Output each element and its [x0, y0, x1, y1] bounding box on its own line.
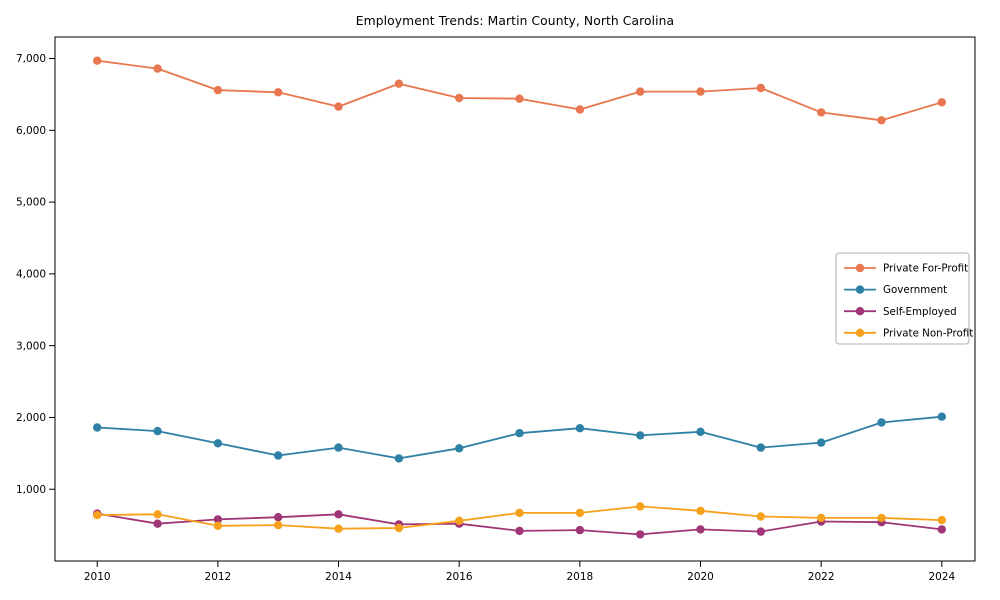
data-point: [455, 93, 464, 103]
data-point: [394, 454, 404, 463]
data-point: [93, 510, 102, 520]
data-point: [515, 94, 524, 103]
data-point: [636, 87, 645, 96]
y-axis-tick-label: 2,000: [16, 412, 46, 424]
series-private-for-profit: [93, 56, 946, 125]
data-point: [756, 443, 765, 452]
data-point: [937, 98, 946, 107]
data-point: [636, 530, 645, 539]
legend-label: Self-Employed: [883, 306, 957, 318]
data-point: [153, 64, 162, 73]
x-axis-tick-label: 2016: [446, 571, 473, 583]
data-point: [817, 438, 826, 447]
data-point: [334, 510, 343, 519]
data-point: [394, 79, 404, 88]
legend-label: Government: [883, 284, 947, 296]
data-point: [213, 439, 223, 448]
series-line-private-for-profit: [96, 59, 943, 122]
legend-box: [835, 252, 970, 345]
series-government: [93, 412, 946, 463]
x-axis-tick-label: 2014: [325, 571, 352, 583]
legend-item-private-non-profit: Private Non-Profit: [844, 327, 973, 339]
data-point: [153, 519, 162, 528]
data-point: [153, 426, 162, 436]
y-axis-tick-label: 7,000: [16, 53, 46, 65]
data-point: [636, 502, 645, 511]
series-line-government: [96, 415, 943, 460]
legend-marker-dot: [855, 328, 865, 337]
y-axis-tick-label: 3,000: [16, 340, 46, 352]
data-point: [817, 513, 826, 523]
data-point: [153, 510, 162, 519]
x-axis: 2010 2012 2014 2016 2018 2020 2022 2024: [84, 561, 955, 583]
data-point: [877, 513, 886, 523]
data-point: [455, 444, 464, 453]
x-axis-tick-label: 2018: [566, 571, 593, 583]
y-axis-tick-label: 1,000: [16, 484, 46, 496]
data-point: [334, 524, 343, 533]
data-point: [877, 116, 886, 125]
data-point: [696, 506, 705, 515]
data-point: [93, 56, 102, 65]
data-point: [93, 423, 102, 432]
data-point: [575, 525, 585, 535]
x-axis-tick-label: 2012: [205, 571, 232, 583]
legend-item-private-for-profit: Private For-Profit: [844, 263, 968, 275]
data-point: [274, 513, 283, 522]
data-point: [696, 87, 705, 96]
legend-label: Private For-Profit: [883, 263, 968, 275]
legend: Private For-Profit Government Self-Employe…: [835, 252, 973, 345]
y-axis: 1,000 2,000 3,000 4,000 5,000 6,000 7,000: [16, 53, 55, 496]
data-point: [937, 525, 946, 534]
x-axis-tick-label: 2024: [928, 571, 955, 583]
data-point: [575, 424, 585, 433]
data-point: [817, 108, 826, 117]
data-point: [274, 520, 283, 530]
y-axis-tick-label: 4,000: [16, 268, 46, 280]
data-point: [756, 512, 765, 521]
data-point: [636, 431, 645, 440]
data-point: [334, 102, 343, 111]
legend-marker-dot: [855, 307, 865, 316]
data-point: [515, 429, 524, 438]
data-point: [937, 412, 946, 421]
x-axis-tick-label: 2022: [808, 571, 835, 583]
x-axis-tick-label: 2020: [687, 571, 714, 583]
data-point: [515, 508, 524, 518]
data-point: [696, 427, 705, 436]
chart-title: Employment Trends: Martin County, North …: [355, 14, 675, 28]
data-point: [394, 523, 404, 533]
data-point: [213, 515, 223, 524]
data-point: [575, 105, 585, 114]
data-point: [877, 418, 886, 427]
legend-item-self-employed: Self-Employed: [844, 306, 957, 318]
data-point: [575, 508, 585, 518]
y-axis-tick-label: 5,000: [16, 197, 46, 209]
data-point: [334, 443, 343, 452]
legend-label: Private Non-Profit: [883, 327, 973, 339]
series-private-non-profit: [93, 502, 946, 533]
y-axis-tick-label: 6,000: [16, 125, 46, 137]
legend-marker-dot: [855, 263, 865, 273]
data-point: [696, 525, 705, 534]
data-point: [756, 83, 765, 93]
data-point: [213, 85, 223, 95]
plot-border: [54, 36, 976, 562]
x-axis-tick-label: 2010: [84, 571, 111, 583]
data-point: [455, 516, 464, 525]
data-point: [756, 527, 765, 536]
legend-item-government: Government: [844, 284, 947, 296]
data-point: [515, 526, 524, 536]
data-point: [274, 451, 283, 460]
data-point: [274, 88, 283, 97]
data-point: [937, 515, 946, 525]
legend-marker-dot: [855, 285, 865, 294]
data-point: [213, 521, 223, 530]
